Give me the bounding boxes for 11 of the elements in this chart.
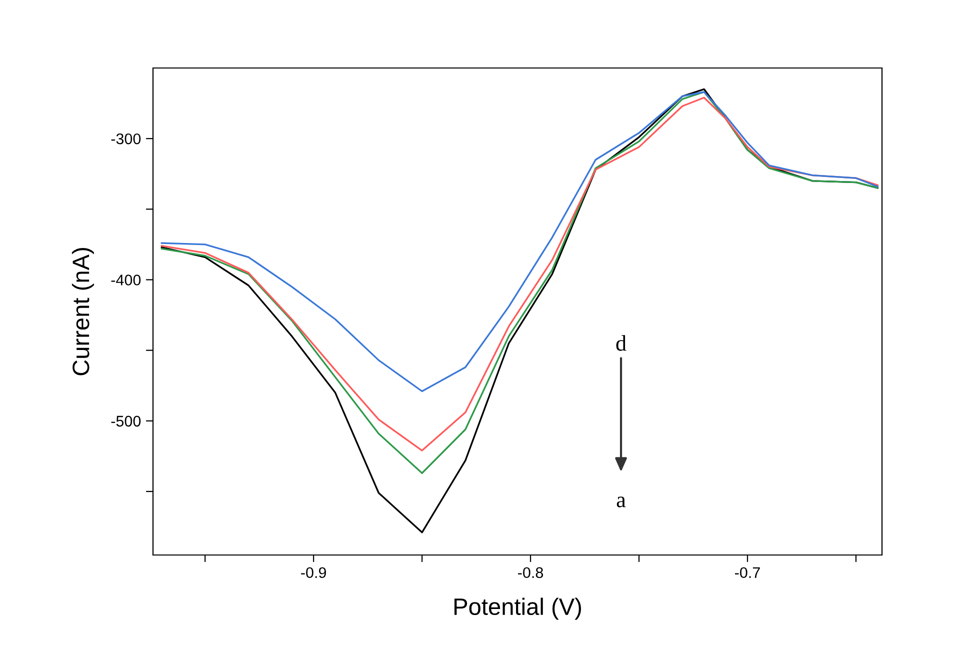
- annotation: a: [616, 496, 626, 508]
- y-tick-label: -300: [111, 133, 141, 144]
- y-tick-label: -500: [111, 416, 141, 427]
- line-series: [160, 91, 878, 392]
- x-tick-label: -0.7: [735, 567, 760, 578]
- y-axis-title: Current (nA): [72, 248, 94, 376]
- x-axis-title: Potential (V): [454, 598, 581, 620]
- y-tick-label: -400: [111, 274, 141, 286]
- annotation: d: [616, 335, 626, 351]
- x-tick-label: -0.9: [301, 567, 326, 578]
- x-tick-label: -0.8: [518, 567, 544, 578]
